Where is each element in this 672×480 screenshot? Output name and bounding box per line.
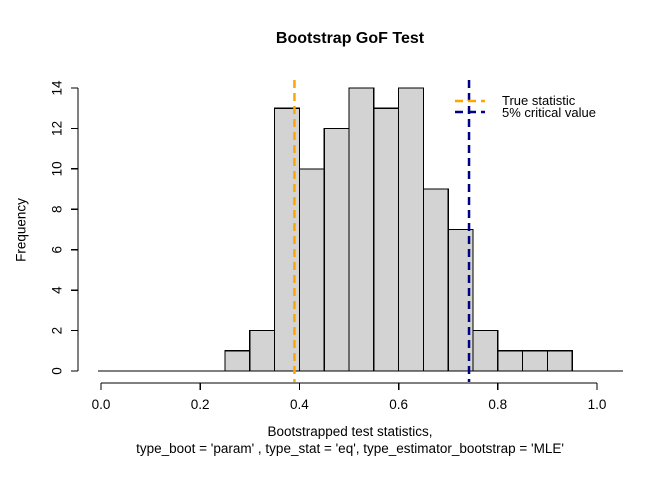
histogram-bar <box>249 329 276 372</box>
histogram-bar <box>422 188 449 372</box>
legend-line-true-statistic-icon <box>455 99 485 102</box>
histogram-bar <box>224 350 251 372</box>
x-axis-label-line2: type_boot = 'param' , type_stat = 'eq', … <box>136 441 564 456</box>
y-tick-label: 2 <box>50 327 65 335</box>
x-tick-label: 0.8 <box>488 397 507 412</box>
legend-item-true-statistic: True statistic <box>455 93 596 108</box>
x-tick-label: 0.2 <box>191 397 210 412</box>
histogram-bar <box>348 87 375 372</box>
histogram-bar <box>472 329 499 372</box>
x-tick-label: 0.4 <box>290 397 309 412</box>
y-tick-label: 8 <box>50 206 65 214</box>
y-tick-label: 14 <box>50 80 65 96</box>
x-tick-label: 0.0 <box>92 397 111 412</box>
x-axis-label-line1: Bootstrapped test statistics, <box>267 424 433 439</box>
x-tick-label: 1.0 <box>588 397 607 412</box>
y-tick-label: 0 <box>50 367 65 375</box>
histogram-bar <box>373 107 400 372</box>
histogram-bar <box>546 350 573 372</box>
y-axis-label: Frequency <box>13 198 29 262</box>
y-tick-label: 6 <box>50 246 65 254</box>
legend-item-critical-value: 5% critical value <box>455 104 596 120</box>
y-tick-label: 10 <box>50 161 65 176</box>
histogram-bar <box>398 87 425 372</box>
histogram-bar <box>298 168 325 372</box>
histogram-bar <box>323 127 350 372</box>
y-tick-label: 4 <box>50 286 65 294</box>
plot-title: Bootstrap GoF Test <box>275 30 425 47</box>
histogram-bar <box>497 350 524 372</box>
legend-label-true-statistic: True statistic <box>502 93 576 108</box>
histogram-bar <box>521 350 548 372</box>
legend-label-critical-value: 5% critical value <box>502 104 596 120</box>
x-tick-label: 0.6 <box>389 397 408 412</box>
y-tick-label: 12 <box>50 121 65 136</box>
legend: True statistic 5% critical value <box>455 93 596 120</box>
legend-line-critical-value-icon <box>455 111 485 114</box>
